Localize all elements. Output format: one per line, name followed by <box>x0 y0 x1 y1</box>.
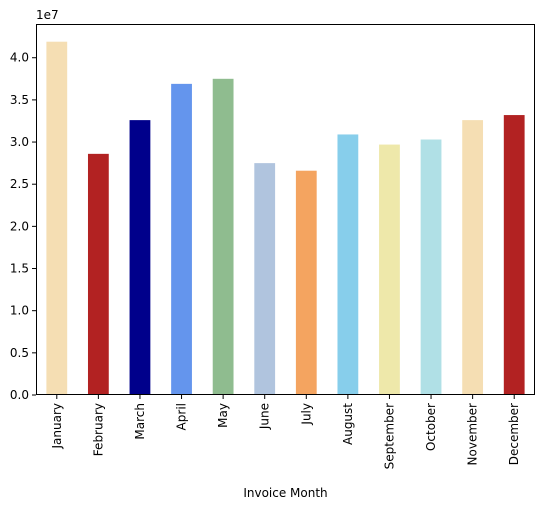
x-tick-label: June <box>258 403 272 430</box>
x-tick-label: July <box>299 403 313 426</box>
bar-november <box>462 120 484 395</box>
x-tick-label: May <box>216 403 230 428</box>
x-tick-label: September <box>382 403 396 469</box>
bar-april <box>171 83 192 395</box>
bar-may <box>212 78 234 395</box>
x-tick-label: March <box>133 403 147 440</box>
x-tick-label: December <box>507 403 521 465</box>
x-tick-label: April <box>175 403 189 430</box>
bar-october <box>420 139 442 395</box>
y-tick-label: 4.0 <box>10 51 29 65</box>
bar-december <box>503 115 525 396</box>
bar-september <box>379 144 400 395</box>
x-tick-label: October <box>424 403 438 451</box>
bar-march <box>129 120 151 395</box>
x-tick-label: August <box>341 403 355 445</box>
bar-january <box>46 41 68 395</box>
x-tick-label: January <box>50 403 64 450</box>
y-tick-label: 3.0 <box>10 135 29 149</box>
y-offset-label: 1e7 <box>36 8 59 22</box>
x-axis-label: Invoice Month <box>243 486 327 500</box>
y-tick-label: 2.0 <box>10 219 29 233</box>
bar-february <box>87 153 109 395</box>
plot-frame <box>36 24 535 395</box>
y-tick-label: 3.5 <box>10 93 29 107</box>
bar-july <box>295 170 317 395</box>
bar-june <box>254 163 276 395</box>
y-axis: 0.0 0.5 1.0 1.5 2.0 2.5 3.0 3.5 4.0 <box>10 51 36 402</box>
x-axis: January February March April May June July Augu… <box>50 395 521 469</box>
y-tick-label: 1.0 <box>10 304 29 318</box>
bar-august <box>337 134 359 395</box>
y-tick-label: 0.0 <box>10 388 29 402</box>
y-tick-label: 1.5 <box>10 262 29 276</box>
x-tick-label: November <box>466 403 480 465</box>
y-tick-label: 2.5 <box>10 177 29 191</box>
x-tick-label: February <box>91 403 105 456</box>
y-tick-label: 0.5 <box>10 346 29 360</box>
bars-group <box>46 41 525 396</box>
